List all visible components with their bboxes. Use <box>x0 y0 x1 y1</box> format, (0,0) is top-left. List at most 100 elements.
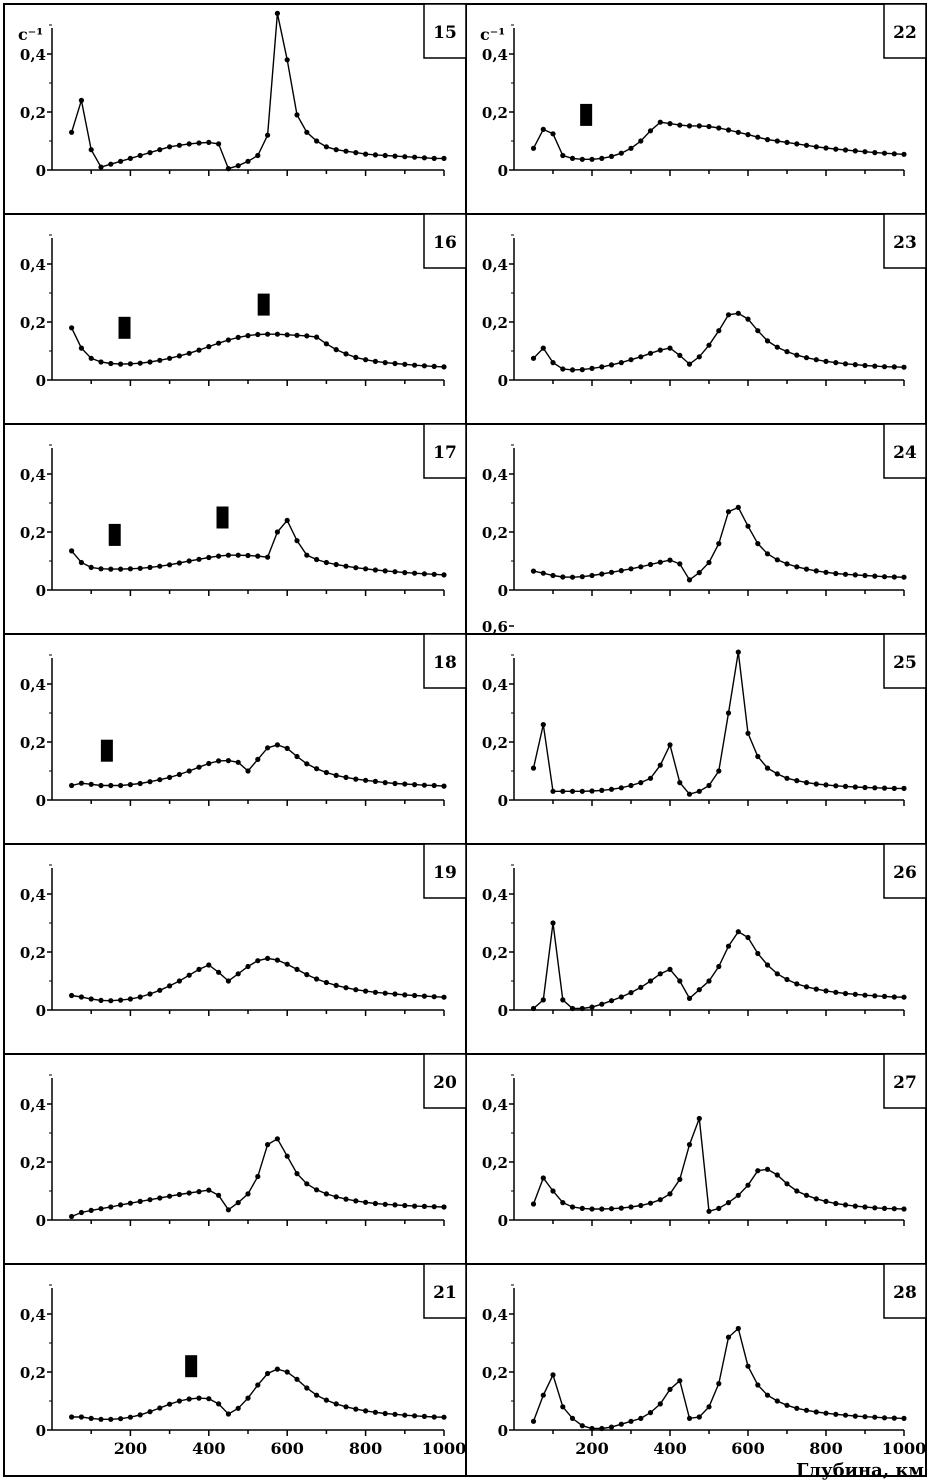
data-point <box>901 364 907 370</box>
data-point <box>784 976 790 983</box>
panel-label-box <box>423 423 467 479</box>
data-point <box>618 360 624 366</box>
data-point <box>196 966 202 973</box>
data-point <box>677 1176 683 1182</box>
data-point <box>353 987 359 993</box>
y-tick-label: 0,6 <box>482 618 508 636</box>
data-point <box>618 994 624 1000</box>
data-point <box>764 338 771 344</box>
data-point <box>392 991 398 997</box>
y-tick-label: 0 <box>498 162 508 180</box>
data-point <box>706 123 712 130</box>
data-point <box>372 567 378 573</box>
data-point <box>589 1206 595 1212</box>
y-tick-label: 0,2 <box>20 314 46 332</box>
data-point <box>265 132 271 138</box>
data-point <box>599 155 605 161</box>
data-point <box>118 361 124 367</box>
data-point <box>343 774 349 781</box>
data-point <box>108 998 114 1004</box>
chart-panel-26: 26 0 0,2 0,4 <box>466 843 927 1020</box>
panel-label: 27 <box>893 1073 917 1093</box>
data-point <box>137 1198 143 1204</box>
data-point <box>225 337 231 343</box>
data-point <box>167 774 173 781</box>
data-point <box>842 1412 849 1418</box>
data-point <box>540 1175 546 1181</box>
data-point <box>245 768 251 774</box>
data-point <box>618 150 624 156</box>
data-point <box>402 781 408 787</box>
data-point <box>657 119 663 125</box>
data-point <box>686 995 693 1002</box>
data-point <box>677 352 683 358</box>
panel-label-box <box>423 633 467 689</box>
data-point <box>716 963 722 970</box>
data-point <box>823 988 829 994</box>
data-point <box>127 155 133 161</box>
y-tick-label: 0 <box>36 1212 46 1230</box>
data-point <box>382 780 388 786</box>
data-point <box>716 1381 722 1387</box>
data-point <box>157 1195 163 1201</box>
data-point <box>127 1414 133 1420</box>
panel-label-box <box>883 843 927 899</box>
data-point <box>530 765 537 771</box>
data-point <box>372 778 378 785</box>
data-point <box>186 141 192 147</box>
data-point <box>147 991 153 997</box>
data-point <box>764 137 771 143</box>
data-point <box>372 1409 378 1415</box>
data-point <box>794 1405 800 1411</box>
data-point <box>696 1115 702 1122</box>
data-point <box>716 1205 722 1211</box>
y-tick-label: 0,4 <box>20 256 46 274</box>
y-tick-label: 0,2 <box>482 1364 508 1382</box>
data-point <box>235 163 241 169</box>
data-point <box>284 57 290 63</box>
data-point <box>88 564 94 571</box>
data-point <box>176 142 182 148</box>
data-point <box>745 934 751 941</box>
data-point <box>186 1190 192 1196</box>
data-point <box>98 164 104 170</box>
panel-label: 18 <box>433 653 457 673</box>
data-point <box>803 355 810 361</box>
data-point <box>147 359 153 365</box>
data-point <box>88 996 94 1002</box>
data-point <box>333 347 339 353</box>
data-point <box>862 784 868 791</box>
data-point <box>431 155 437 161</box>
data-point <box>560 788 566 794</box>
data-point <box>69 782 75 789</box>
data-point <box>333 147 339 153</box>
data-point <box>402 154 408 160</box>
y-tick-label: 0,2 <box>20 1364 46 1382</box>
y-tick-label: 0,2 <box>482 1154 508 1172</box>
data-point <box>657 347 663 353</box>
data-point <box>314 138 320 144</box>
data-point <box>638 564 644 570</box>
data-point <box>118 782 124 789</box>
data-point <box>872 1414 878 1420</box>
data-point <box>382 360 388 366</box>
data-point <box>774 1172 780 1178</box>
data-point <box>353 354 359 360</box>
data-point <box>157 1405 163 1411</box>
data-point <box>196 347 202 353</box>
data-point <box>803 1407 810 1413</box>
data-point <box>599 1425 605 1432</box>
data-point <box>363 1408 369 1414</box>
data-point <box>599 787 605 794</box>
data-point <box>540 722 546 728</box>
y-tick-label: 0,2 <box>20 734 46 752</box>
data-point <box>186 350 192 356</box>
data-point <box>735 129 741 135</box>
data-point <box>441 1204 447 1210</box>
data-point <box>108 1416 114 1422</box>
data-point <box>833 1411 839 1417</box>
data-point <box>186 972 192 978</box>
data-point <box>891 151 897 157</box>
data-point <box>540 570 546 576</box>
data-point <box>98 997 104 1004</box>
